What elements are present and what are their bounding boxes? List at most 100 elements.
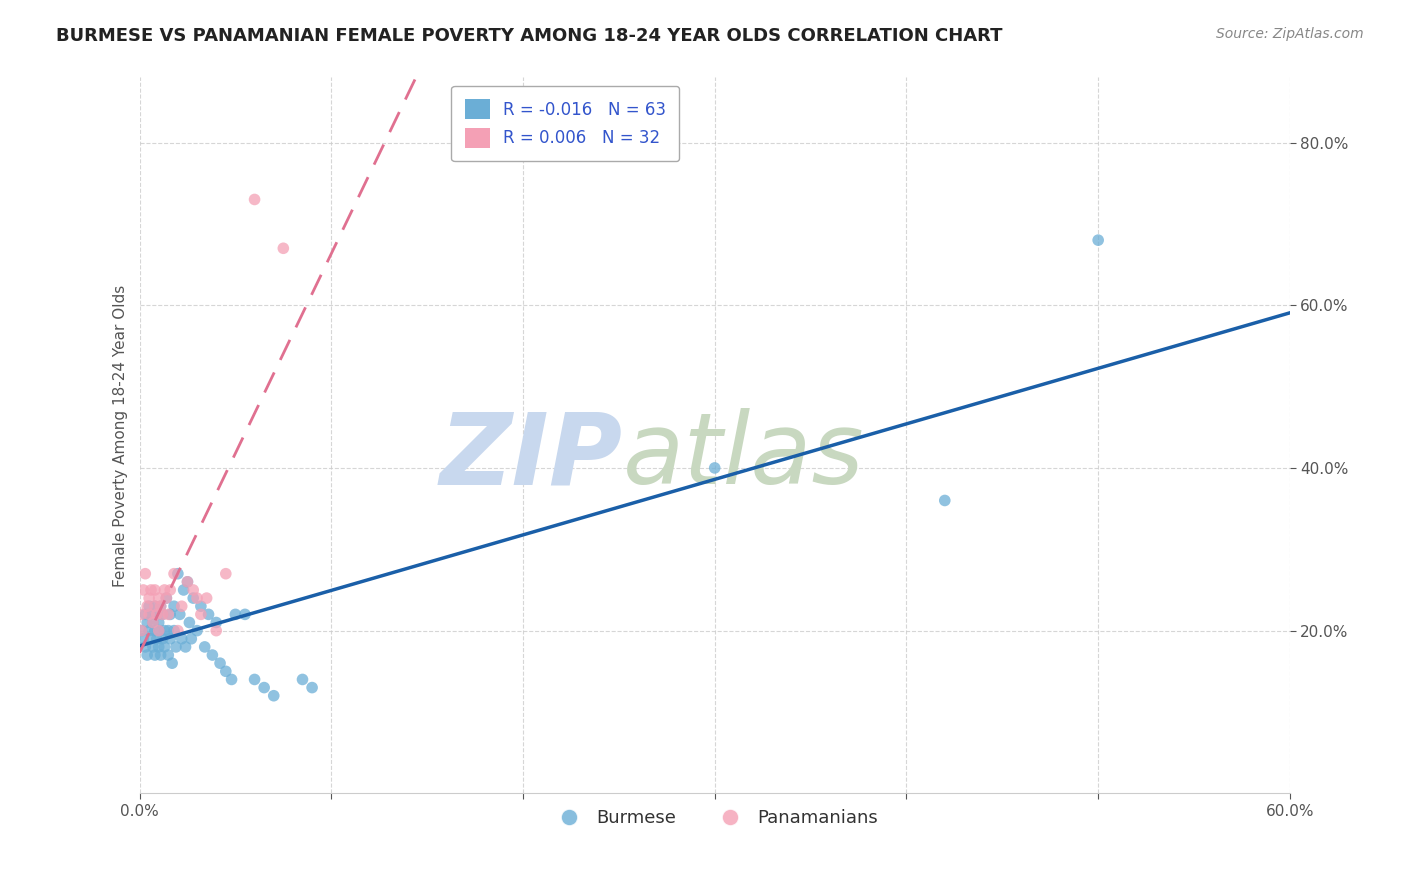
Point xyxy=(170,632,193,646)
Point xyxy=(170,599,193,614)
Point xyxy=(143,624,166,638)
Point xyxy=(142,640,165,654)
Point xyxy=(143,599,166,614)
Y-axis label: Female Poverty Among 18-24 Year Olds: Female Poverty Among 18-24 Year Olds xyxy=(114,285,128,587)
Point xyxy=(197,607,219,622)
Point xyxy=(157,624,180,638)
Point xyxy=(132,582,155,597)
Point xyxy=(148,624,170,638)
Point xyxy=(176,574,198,589)
Point xyxy=(153,624,176,638)
Text: ZIP: ZIP xyxy=(440,409,623,506)
Point xyxy=(152,607,174,622)
Point xyxy=(1087,233,1109,247)
Point xyxy=(174,640,197,654)
Point xyxy=(155,591,177,606)
Text: atlas: atlas xyxy=(623,409,865,506)
Point xyxy=(152,607,174,622)
Point xyxy=(138,591,160,606)
Point xyxy=(215,665,238,679)
Point xyxy=(148,615,170,630)
Point xyxy=(142,615,165,630)
Point xyxy=(190,607,212,622)
Point xyxy=(163,624,186,638)
Point xyxy=(146,632,169,646)
Point xyxy=(163,599,186,614)
Point xyxy=(176,574,198,589)
Point xyxy=(139,632,162,646)
Point xyxy=(134,566,156,581)
Point xyxy=(243,673,266,687)
Point xyxy=(209,656,232,670)
Legend: Burmese, Panamanians: Burmese, Panamanians xyxy=(544,802,886,834)
Point xyxy=(205,624,228,638)
Point xyxy=(181,582,204,597)
Text: Source: ZipAtlas.com: Source: ZipAtlas.com xyxy=(1216,27,1364,41)
Point xyxy=(149,648,172,662)
Point xyxy=(136,615,159,630)
Point xyxy=(139,582,162,597)
Point xyxy=(273,241,295,255)
Point xyxy=(132,632,155,646)
Point xyxy=(157,648,180,662)
Point xyxy=(138,624,160,638)
Point xyxy=(148,591,170,606)
Point xyxy=(934,493,956,508)
Point xyxy=(173,582,195,597)
Point xyxy=(153,640,176,654)
Point xyxy=(243,193,266,207)
Point xyxy=(201,648,224,662)
Point xyxy=(221,673,243,687)
Point xyxy=(205,615,228,630)
Point xyxy=(163,566,186,581)
Point xyxy=(143,648,166,662)
Point xyxy=(146,607,169,622)
Point xyxy=(233,607,256,622)
Point xyxy=(215,566,238,581)
Point xyxy=(186,591,208,606)
Point xyxy=(169,607,191,622)
Point xyxy=(146,607,169,622)
Point xyxy=(148,624,170,638)
Point xyxy=(291,673,314,687)
Point xyxy=(131,607,153,622)
Point xyxy=(703,461,725,475)
Point xyxy=(153,582,176,597)
Point xyxy=(159,607,181,622)
Point xyxy=(149,599,172,614)
Point xyxy=(160,656,183,670)
Point xyxy=(149,599,172,614)
Point xyxy=(194,640,217,654)
Point xyxy=(195,591,218,606)
Point xyxy=(148,640,170,654)
Point xyxy=(190,599,212,614)
Text: BURMESE VS PANAMANIAN FEMALE POVERTY AMONG 18-24 YEAR OLDS CORRELATION CHART: BURMESE VS PANAMANIAN FEMALE POVERTY AMO… xyxy=(56,27,1002,45)
Point xyxy=(165,640,187,654)
Point xyxy=(139,607,162,622)
Point xyxy=(143,582,166,597)
Point xyxy=(134,640,156,654)
Point xyxy=(136,648,159,662)
Point xyxy=(131,624,153,638)
Point xyxy=(155,591,177,606)
Point xyxy=(186,624,208,638)
Point xyxy=(180,632,202,646)
Point xyxy=(136,599,159,614)
Point xyxy=(179,615,201,630)
Point xyxy=(131,624,153,638)
Point xyxy=(159,632,181,646)
Point xyxy=(157,607,180,622)
Point xyxy=(142,615,165,630)
Point xyxy=(134,607,156,622)
Point xyxy=(152,632,174,646)
Point xyxy=(143,599,166,614)
Point xyxy=(263,689,285,703)
Point xyxy=(167,624,190,638)
Point xyxy=(159,582,181,597)
Point xyxy=(253,681,276,695)
Point xyxy=(167,566,190,581)
Point xyxy=(224,607,246,622)
Point xyxy=(301,681,323,695)
Point xyxy=(138,599,160,614)
Point xyxy=(181,591,204,606)
